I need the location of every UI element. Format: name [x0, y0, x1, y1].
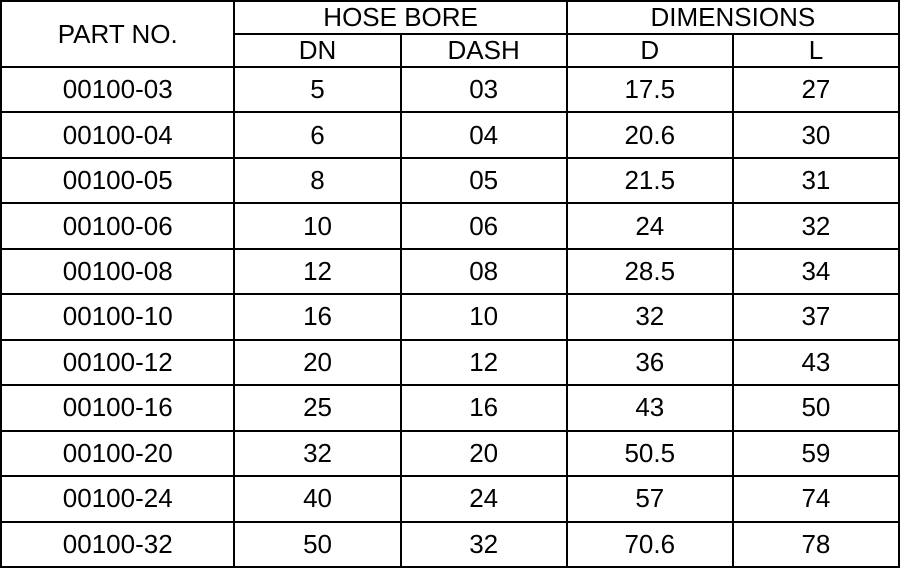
cell-l: 37: [733, 294, 899, 339]
cell-l: 43: [733, 340, 899, 385]
table-body: 00100-03 5 03 17.5 27 00100-04 6 04 20.6…: [1, 67, 899, 567]
col-header-l: L: [733, 34, 899, 67]
table-row: 00100-03 5 03 17.5 27: [1, 67, 899, 112]
col-header-dash: DASH: [401, 34, 567, 67]
col-header-part-no: PART NO.: [1, 1, 234, 67]
cell-dash: 04: [401, 112, 567, 157]
cell-part-no: 00100-32: [1, 522, 234, 567]
parts-table-container: PART NO. HOSE BORE DIMENSIONS DN DASH D …: [0, 0, 900, 568]
cell-d: 43: [567, 385, 733, 430]
cell-l: 74: [733, 476, 899, 521]
cell-d: 24: [567, 203, 733, 248]
cell-dn: 6: [234, 112, 400, 157]
table-header: PART NO. HOSE BORE DIMENSIONS DN DASH D …: [1, 1, 899, 67]
cell-dash: 06: [401, 203, 567, 248]
table-row: 00100-04 6 04 20.6 30: [1, 112, 899, 157]
cell-l: 59: [733, 431, 899, 476]
cell-dn: 12: [234, 249, 400, 294]
table-row: 00100-16 25 16 43 50: [1, 385, 899, 430]
cell-part-no: 00100-16: [1, 385, 234, 430]
col-header-d: D: [567, 34, 733, 67]
table-row: 00100-10 16 10 32 37: [1, 294, 899, 339]
cell-part-no: 00100-12: [1, 340, 234, 385]
cell-part-no: 00100-06: [1, 203, 234, 248]
cell-dash: 12: [401, 340, 567, 385]
cell-part-no: 00100-05: [1, 158, 234, 203]
cell-l: 30: [733, 112, 899, 157]
cell-part-no: 00100-04: [1, 112, 234, 157]
cell-part-no: 00100-10: [1, 294, 234, 339]
cell-d: 50.5: [567, 431, 733, 476]
cell-dn: 10: [234, 203, 400, 248]
table-row: 00100-32 50 32 70.6 78: [1, 522, 899, 567]
cell-d: 21.5: [567, 158, 733, 203]
cell-part-no: 00100-20: [1, 431, 234, 476]
cell-d: 70.6: [567, 522, 733, 567]
cell-l: 31: [733, 158, 899, 203]
cell-dash: 20: [401, 431, 567, 476]
cell-dn: 32: [234, 431, 400, 476]
cell-dn: 50: [234, 522, 400, 567]
table-row: 00100-06 10 06 24 32: [1, 203, 899, 248]
cell-part-no: 00100-03: [1, 67, 234, 112]
table-row: 00100-05 8 05 21.5 31: [1, 158, 899, 203]
cell-dash: 32: [401, 522, 567, 567]
cell-dash: 16: [401, 385, 567, 430]
cell-dash: 08: [401, 249, 567, 294]
cell-d: 57: [567, 476, 733, 521]
cell-d: 36: [567, 340, 733, 385]
cell-l: 32: [733, 203, 899, 248]
cell-dash: 03: [401, 67, 567, 112]
cell-d: 32: [567, 294, 733, 339]
cell-l: 27: [733, 67, 899, 112]
cell-dn: 5: [234, 67, 400, 112]
cell-dn: 25: [234, 385, 400, 430]
cell-l: 34: [733, 249, 899, 294]
table-row: 00100-24 40 24 57 74: [1, 476, 899, 521]
cell-d: 20.6: [567, 112, 733, 157]
cell-dn: 20: [234, 340, 400, 385]
cell-dn: 8: [234, 158, 400, 203]
cell-dash: 10: [401, 294, 567, 339]
table-row: 00100-20 32 20 50.5 59: [1, 431, 899, 476]
cell-l: 78: [733, 522, 899, 567]
col-header-dimensions: DIMENSIONS: [567, 1, 899, 34]
cell-dash: 24: [401, 476, 567, 521]
col-header-hose-bore: HOSE BORE: [234, 1, 566, 34]
cell-dash: 05: [401, 158, 567, 203]
col-header-dn: DN: [234, 34, 400, 67]
cell-part-no: 00100-24: [1, 476, 234, 521]
cell-part-no: 00100-08: [1, 249, 234, 294]
table-row: 00100-08 12 08 28.5 34: [1, 249, 899, 294]
cell-dn: 40: [234, 476, 400, 521]
table-row: 00100-12 20 12 36 43: [1, 340, 899, 385]
cell-dn: 16: [234, 294, 400, 339]
cell-d: 17.5: [567, 67, 733, 112]
cell-d: 28.5: [567, 249, 733, 294]
table-header-row-1: PART NO. HOSE BORE DIMENSIONS: [1, 1, 899, 34]
cell-l: 50: [733, 385, 899, 430]
parts-table: PART NO. HOSE BORE DIMENSIONS DN DASH D …: [0, 0, 900, 568]
